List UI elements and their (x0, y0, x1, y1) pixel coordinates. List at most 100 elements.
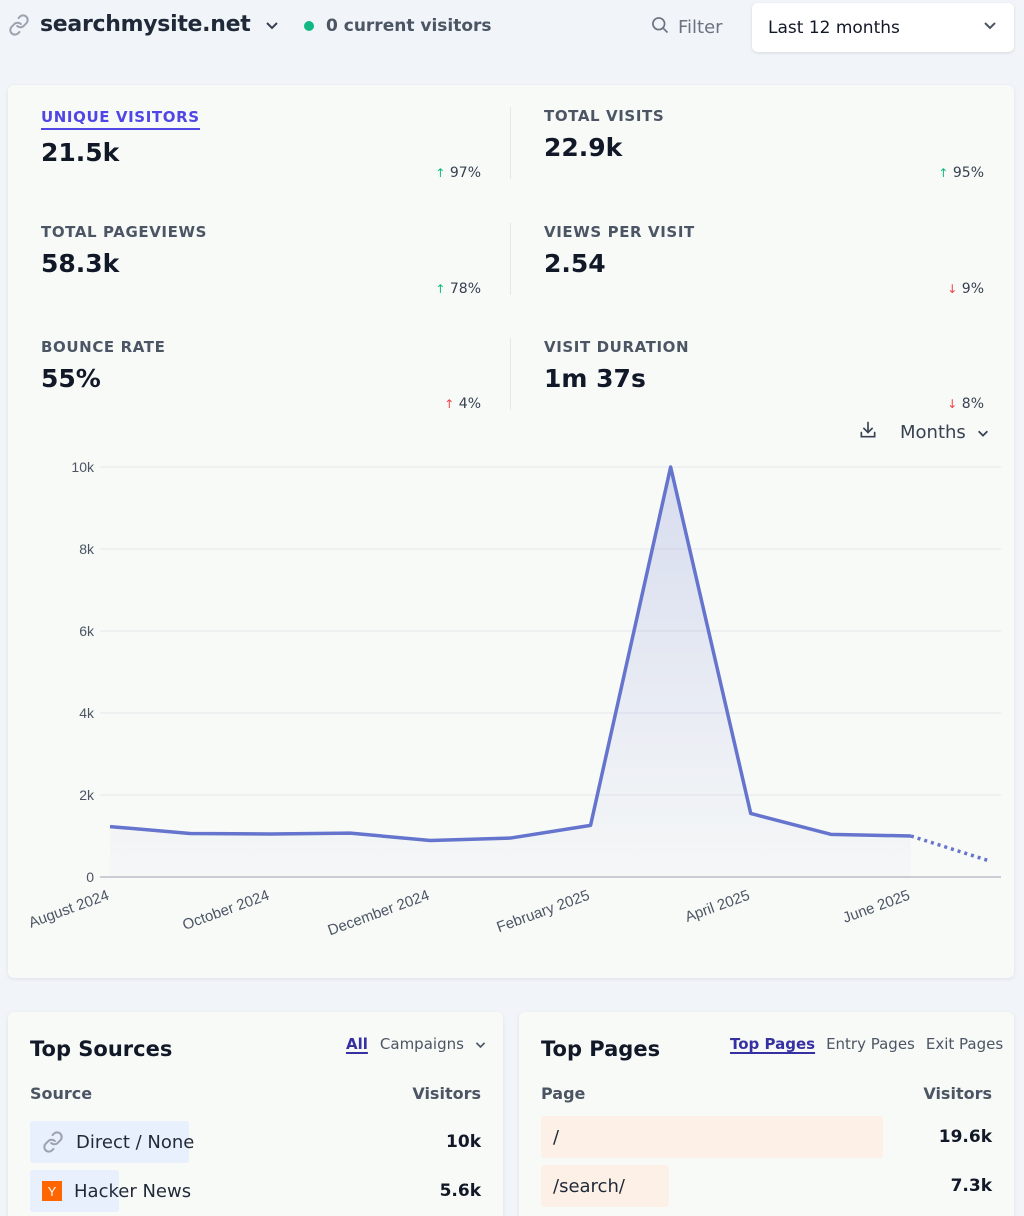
x-tick-label: February 2025 (494, 887, 591, 936)
row-value: 19.6k (938, 1127, 992, 1147)
source-name: Direct / None (76, 1131, 195, 1153)
y-tick-label: 8k (79, 541, 95, 557)
tab-campaigns-label: Campaigns (379, 1035, 464, 1053)
divider (510, 107, 511, 179)
column-header-visitors: Visitors (412, 1084, 481, 1103)
stat-label: BOUNCE RATE (41, 338, 166, 356)
stat-label: UNIQUE VISITORS (41, 108, 200, 130)
stat-change-value: 8% (961, 396, 984, 412)
list-item[interactable]: Direct / None 10k (30, 1121, 481, 1165)
download-icon[interactable] (858, 420, 878, 445)
link-icon (43, 1131, 63, 1153)
tab-exit-pages[interactable]: Exit Pages (925, 1035, 1004, 1053)
y-tick-label: 10k (71, 459, 95, 475)
stat-label: VIEWS PER VISIT (544, 223, 695, 241)
chevron-down-icon (977, 430, 988, 437)
y-tick-label: 2k (79, 787, 95, 803)
top-sources-panel: Top Sources All Campaigns Source Visitor… (8, 1012, 503, 1216)
row-label: Direct / None (42, 1121, 194, 1163)
hacker-news-icon: Y (42, 1181, 62, 1201)
stat-label: TOTAL PAGEVIEWS (41, 223, 208, 241)
row-label: Y Hacker News (42, 1170, 191, 1212)
chevron-down-icon (475, 1041, 486, 1048)
stat-change: ↑ 78% (435, 281, 481, 297)
stat-visit-duration[interactable]: VISIT DURATION 1m 37s ↓ 8% (544, 338, 984, 418)
site-switcher[interactable]: searchmysite.net (8, 12, 280, 37)
panel-title: Top Pages (541, 1037, 661, 1061)
visitors-chart: 0 2k 4k 6k 8k 10k August 2024 October 2024 Dece… (26, 459, 1001, 939)
chart-tools: Months (858, 420, 990, 445)
panel-title: Top Sources (30, 1037, 173, 1061)
row-bar (541, 1165, 669, 1207)
stat-total-visits[interactable]: TOTAL VISITS 22.9k ↑ 95% (544, 107, 984, 187)
list-item[interactable]: Y Hacker News 5.6k (30, 1170, 481, 1214)
list-item[interactable]: /search/ 7.3k (541, 1165, 992, 1209)
tab-campaigns[interactable]: Campaigns (380, 1035, 487, 1053)
divider (510, 223, 511, 295)
row-bar (541, 1116, 883, 1158)
chevron-down-icon (264, 17, 280, 33)
stat-change: ↑ 4% (444, 396, 481, 412)
chevron-down-icon (982, 17, 998, 38)
search-icon (650, 15, 670, 40)
column-header-visitors: Visitors (923, 1084, 992, 1103)
live-dot-icon (304, 21, 314, 31)
tab-all[interactable]: All (346, 1035, 368, 1053)
stat-bounce-rate[interactable]: BOUNCE RATE 55% ↑ 4% (41, 338, 481, 418)
stat-total-pageviews[interactable]: TOTAL PAGEVIEWS 58.3k ↑ 78% (41, 223, 481, 303)
tab-entry-pages[interactable]: Entry Pages (826, 1035, 915, 1053)
stat-value: 22.9k (544, 133, 623, 162)
stat-value: 2.54 (544, 249, 606, 278)
current-visitors[interactable]: 0 current visitors (304, 16, 492, 36)
current-visitors-label: 0 current visitors (326, 16, 492, 36)
interval-select[interactable]: Months (900, 422, 990, 443)
stat-value: 21.5k (41, 138, 120, 167)
y-tick-label: 6k (79, 623, 95, 639)
stat-change-value: 4% (458, 396, 481, 412)
stat-label: VISIT DURATION (544, 338, 690, 356)
row-bar (30, 1121, 189, 1163)
stat-change-value: 9% (961, 281, 984, 297)
row-label: / (553, 1126, 560, 1148)
period-select[interactable]: Last 12 months (752, 3, 1014, 52)
series-area (110, 467, 911, 877)
filter-button[interactable]: Filter (650, 15, 723, 40)
stat-unique-visitors[interactable]: UNIQUE VISITORS 21.5k ↑ 97% (41, 107, 481, 187)
stat-views-per-visit[interactable]: VIEWS PER VISIT 2.54 ↓ 9% (544, 223, 984, 303)
arrow-up-icon: ↑ (435, 282, 446, 296)
period-label: Last 12 months (768, 17, 900, 38)
x-tick-label: December 2024 (326, 887, 432, 939)
x-tick-label: June 2025 (841, 887, 913, 927)
stat-change: ↓ 9% (947, 281, 984, 297)
stat-change-value: 78% (449, 281, 481, 297)
arrow-up-red-icon: ↑ (444, 397, 455, 411)
link-icon (8, 13, 30, 36)
sources-tabs: All Campaigns (346, 1035, 487, 1053)
arrow-up-icon: ↑ (938, 166, 949, 180)
stat-change-value: 97% (449, 165, 481, 181)
stat-change: ↑ 97% (435, 165, 481, 181)
row-value: 5.6k (439, 1181, 481, 1201)
x-tick-label: April 2025 (683, 887, 752, 926)
top-bar: searchmysite.net 0 current visitors Filt… (0, 0, 1024, 60)
column-header-page: Page (541, 1084, 586, 1103)
tab-top-pages[interactable]: Top Pages (730, 1035, 816, 1053)
filter-label: Filter (678, 17, 723, 38)
y-tick-label: 4k (79, 705, 95, 721)
main-graph-card: UNIQUE VISITORS 21.5k ↑ 97% TOTAL VISITS… (8, 85, 1014, 978)
list-item[interactable]: / 19.6k (541, 1116, 992, 1160)
source-name: Hacker News (74, 1180, 192, 1202)
pages-tabs: Top Pages Entry Pages Exit Pages (730, 1035, 1003, 1053)
stat-value: 55% (41, 364, 101, 393)
row-value: 7.3k (950, 1176, 992, 1196)
arrow-down-icon: ↓ (947, 282, 958, 296)
x-tick-label: October 2024 (180, 887, 271, 934)
stat-value: 58.3k (41, 249, 120, 278)
arrow-down-icon: ↓ (947, 397, 958, 411)
stat-change-value: 95% (952, 165, 984, 181)
row-label: /search/ (553, 1175, 625, 1197)
row-value: 10k (446, 1132, 481, 1152)
x-tick-label: August 2024 (26, 887, 111, 932)
series-line-incomplete (910, 834, 992, 864)
arrow-up-icon: ↑ (435, 166, 446, 180)
